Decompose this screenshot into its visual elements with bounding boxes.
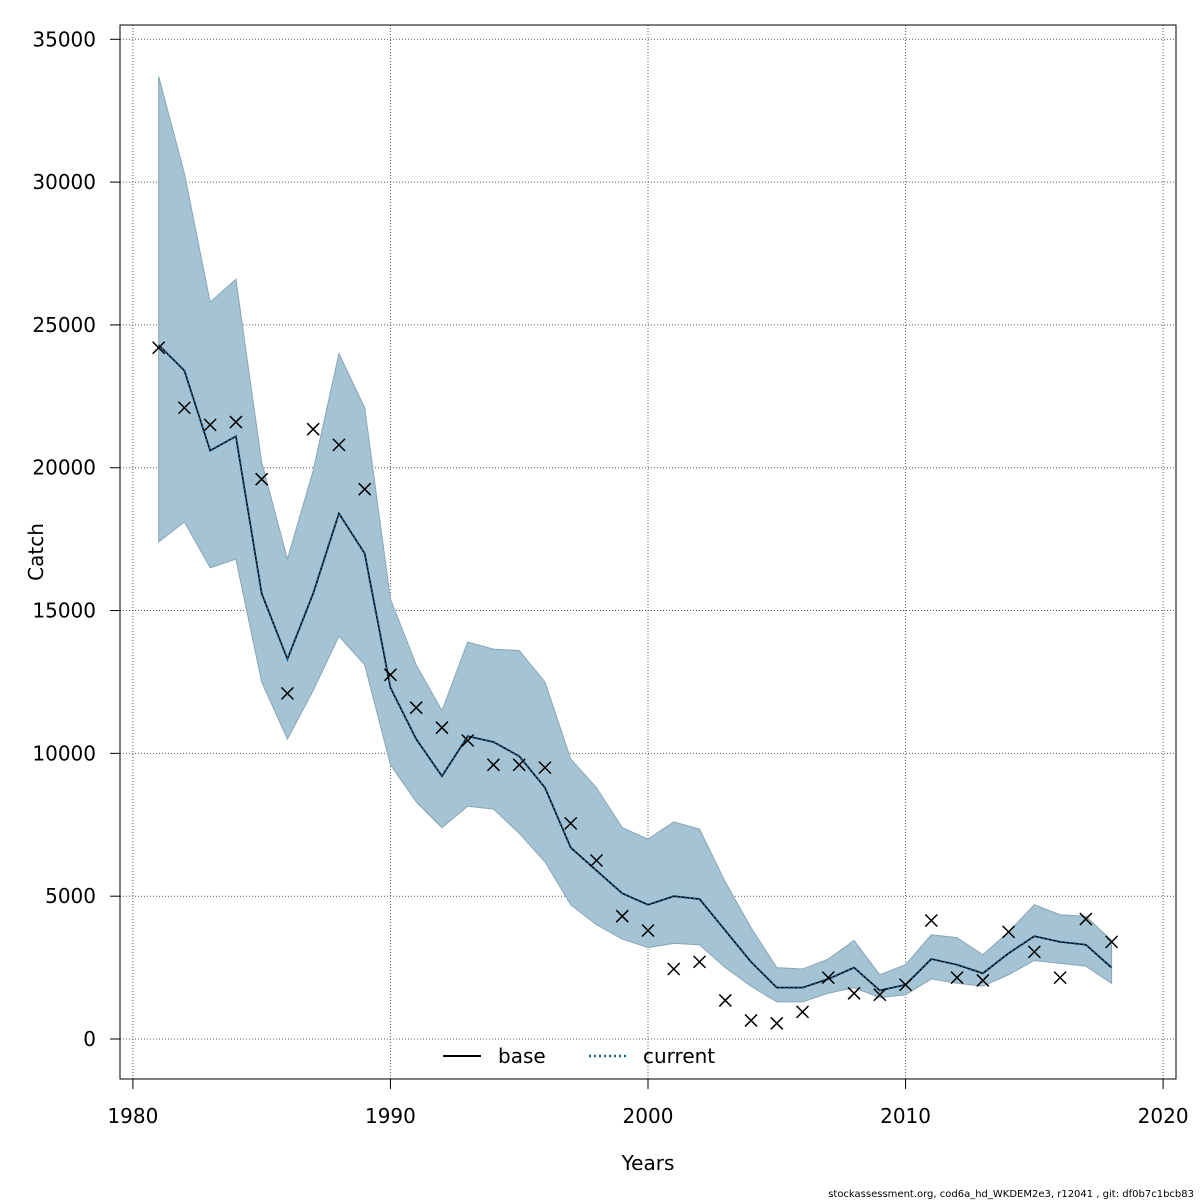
- y-tick-label: 30000: [32, 170, 96, 194]
- observation-point: [435, 721, 449, 735]
- observation-point: [383, 668, 397, 682]
- observation-point: [229, 415, 243, 429]
- observation-point: [589, 853, 604, 868]
- x-tick-label: 2020: [1138, 1104, 1189, 1128]
- observation-point: [847, 986, 861, 1000]
- y-tick-label: 25000: [32, 313, 96, 337]
- observation-point: [796, 1005, 810, 1019]
- observation-point: [873, 988, 887, 1002]
- observation-point: [718, 993, 732, 1007]
- observation-point: [1079, 912, 1093, 926]
- observation-point: [1002, 925, 1016, 939]
- series-line-layer: [157, 344, 1113, 992]
- observation-point: [177, 401, 191, 415]
- y-axis: 0 5000 10000 15000 20000 25000 30000 35000: [32, 27, 121, 1051]
- x-tick-label: 1980: [107, 1104, 158, 1128]
- observation-point: [152, 341, 166, 355]
- x-tick-label: 1990: [365, 1104, 416, 1128]
- x-tick-label: 2000: [623, 1104, 674, 1128]
- legend-current-label: current: [643, 1044, 715, 1068]
- observation-point: [512, 758, 526, 772]
- observation-point: [821, 971, 835, 985]
- observation-point: [486, 758, 500, 772]
- series-line-current: [157, 344, 1113, 992]
- observation-point: [924, 913, 938, 928]
- observation-point: [332, 438, 346, 452]
- observation-point: [641, 923, 655, 937]
- observation-point: [899, 978, 913, 992]
- legend-base-label: base: [498, 1044, 546, 1068]
- x-axis: 1980 1990 2000 2010 2020: [107, 1078, 1189, 1128]
- y-axis-title: Catch: [24, 523, 48, 581]
- y-tick-label: 20000: [32, 456, 96, 480]
- observation-point: [1027, 945, 1041, 959]
- y-tick-label: 0: [83, 1027, 96, 1051]
- observation-point: [1105, 935, 1119, 949]
- observation-point: [564, 816, 578, 830]
- observation-point: [461, 733, 475, 748]
- y-tick-label: 35000: [32, 27, 96, 51]
- observation-point: [744, 1013, 758, 1027]
- x-tick-label: 2010: [880, 1104, 931, 1128]
- confidence-band-layer: [158, 76, 1113, 1003]
- observation-point: [692, 955, 707, 969]
- observation-point: [409, 701, 423, 715]
- x-axis-title: Years: [621, 1151, 675, 1175]
- observation-point: [1053, 971, 1067, 985]
- observation-point: [615, 909, 629, 923]
- observation-point: [306, 422, 320, 436]
- legend: base current: [443, 1044, 715, 1068]
- observation-point: [538, 761, 552, 775]
- observation-point: [203, 418, 217, 432]
- observation-point: [950, 971, 964, 985]
- observation-point: [667, 962, 681, 976]
- footer-caption: stockassessment.org, cod6a_hd_WKDEM2e3, …: [828, 1189, 1194, 1200]
- observation-point: [255, 472, 269, 486]
- y-tick-label: 5000: [45, 884, 96, 908]
- observation-point: [358, 482, 372, 496]
- confidence-band: [158, 76, 1113, 1003]
- observation-point: [280, 686, 294, 700]
- y-tick-label: 10000: [32, 741, 96, 765]
- y-tick-label: 15000: [32, 599, 96, 623]
- observation-point: [976, 973, 990, 987]
- observation-point-layer: [152, 341, 1119, 1030]
- observation-point: [770, 1016, 784, 1030]
